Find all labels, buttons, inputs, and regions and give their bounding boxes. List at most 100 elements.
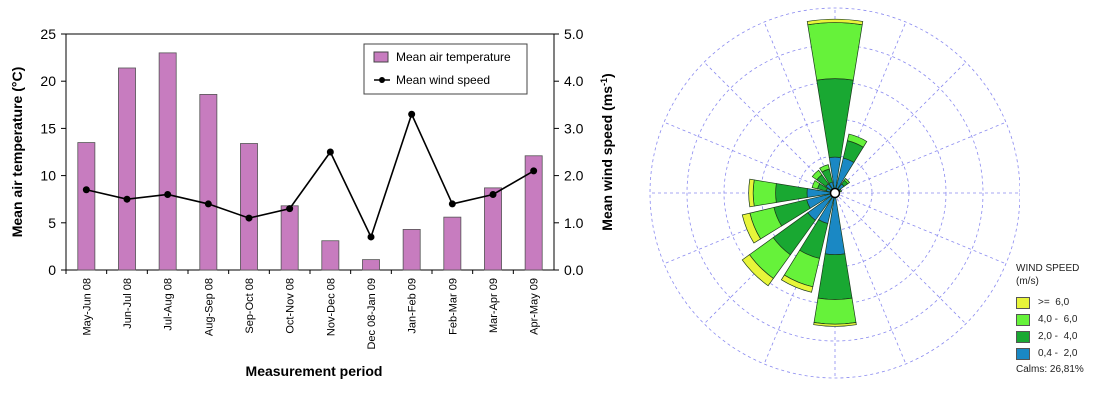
right-tick-label: 4.0: [564, 73, 584, 89]
y2-title-close: ): [599, 73, 615, 78]
temperature-bar: [77, 142, 96, 271]
wind-rose-segment: [748, 178, 755, 208]
wind-rose-segment: [807, 22, 863, 81]
left-tick-label: 20: [40, 73, 56, 89]
x-axis-ticks: May-Jun 08 Jun-Jul 08 Jul-Aug 08 Aug-Sep 08…: [65, 270, 541, 350]
x-tick-label: May-Jun 08: [81, 278, 93, 335]
temperature-bar: [240, 143, 258, 271]
right-tick-label: 2.0: [564, 168, 584, 184]
wind-legend-units: (m/s): [1016, 276, 1039, 287]
wind-rose-segment: [741, 212, 762, 244]
wind-legend-row: 2,0 - 4,0: [1016, 328, 1084, 345]
wind-speed-point: [164, 190, 172, 198]
wind-rose-segment: [775, 183, 808, 203]
right-tick-label: 0.0: [564, 262, 584, 278]
wind-legend-calms: Calms: 26,81%: [1016, 364, 1084, 375]
y-axis-title-left: Mean air temperature (°C): [9, 67, 25, 238]
wind-rose-spoke: [834, 192, 1007, 265]
x-axis-title: Measurement period: [246, 363, 383, 379]
temperature-bar: [280, 205, 299, 271]
wind-speed-point: [530, 167, 538, 175]
temperature-bar: [524, 155, 543, 271]
right-tick-label: 3.0: [564, 120, 584, 136]
wind-legend-row: >= 6,0: [1016, 294, 1084, 311]
chart-legend: Mean air temperature Mean wind speed: [363, 43, 528, 95]
temperature-bars: [77, 52, 543, 271]
right-tick-label: 5.0: [564, 26, 584, 42]
wind-legend-label: 0,4 - 2,0: [1038, 348, 1078, 359]
wind-rose-spoke: [834, 61, 967, 194]
x-tick-label: Jan-Feb 09: [407, 278, 419, 334]
right-axis-ticks: 0.0 1.0 2.0 3.0 4.0 5.0: [554, 26, 584, 278]
wind-legend-label: >= 6,0: [1038, 297, 1070, 308]
wind-rose-segment: [813, 297, 857, 325]
left-tick-label: 15: [40, 120, 56, 136]
wind-rose-spoke: [663, 121, 836, 194]
x-tick-label: Jun-Jul 08: [122, 278, 134, 329]
x-tick-label: Jul-Aug 08: [163, 278, 175, 331]
left-tick-label: 5: [48, 215, 56, 231]
x-tick-label: Feb-Mar 09: [447, 278, 459, 335]
temperature-bar: [118, 67, 136, 271]
x-tick-label: Aug-Sep 08: [203, 278, 215, 336]
left-axis-ticks: 0 5 10 15 20 25: [40, 26, 66, 278]
left-tick-label: 10: [40, 168, 56, 184]
legend-swatch-temperature: [373, 51, 389, 63]
wind-rose-segment: [752, 179, 777, 207]
wind-legend-swatch: [1016, 313, 1030, 326]
right-tick-label: 1.0: [564, 215, 584, 231]
wind-legend-row: 4,0 - 6,0: [1016, 311, 1084, 328]
wind-speed-point: [245, 214, 253, 222]
wind-speed-line: [82, 110, 538, 241]
temperature-bar: [402, 229, 421, 271]
temperature-bar: [199, 94, 218, 271]
wind-speed-point: [489, 190, 497, 198]
wind-legend-swatch: [1016, 347, 1030, 360]
wind-rose-segment: [811, 169, 823, 181]
legend-marker-wind: [379, 77, 385, 83]
wind-rose-segment: [813, 322, 857, 327]
x-tick-label: Mar-Apr 09: [488, 278, 500, 333]
temperature-bar: [158, 52, 177, 271]
wind-rose-segment: [817, 253, 853, 300]
wind-rose-spoke: [763, 21, 836, 194]
wind-speed-point: [286, 205, 294, 213]
wind-speed-point: [367, 233, 375, 241]
wind-rose-chart: [649, 7, 1020, 379]
wind-rose-segment: [780, 274, 814, 293]
wind-rose-center: [829, 187, 841, 199]
wind-speed-point: [448, 200, 456, 208]
y2-title-sup: -1: [599, 78, 609, 86]
y2-title-text: Mean wind speed (ms: [599, 86, 615, 231]
wind-rose-spoke: [703, 61, 836, 194]
wind-legend-label: 4,0 - 6,0: [1038, 314, 1078, 325]
y-axis-title-right: Mean wind speed (ms-1): [599, 73, 615, 230]
legend-label-temperature: Mean air temperature: [396, 50, 511, 64]
wind-rose-legend: WIND SPEED (m/s) >= 6,0 4,0 - 6,0 2,0 - …: [1016, 262, 1084, 375]
x-tick-label: Oct-Nov 08: [285, 278, 297, 334]
temperature-bar: [321, 240, 340, 271]
wind-speed-point: [123, 195, 131, 203]
wind-rose-segment: [839, 188, 842, 193]
wind-rose-segment: [811, 180, 821, 190]
wind-rose-segment: [806, 18, 864, 26]
legend-label-wind: Mean wind speed: [396, 73, 490, 87]
wind-legend-title: WIND SPEED: [1016, 263, 1080, 274]
x-tick-label: Apr-May 09: [529, 278, 541, 335]
temperature-bar: [362, 259, 380, 271]
x-tick-label: Sep-Oct 08: [244, 278, 256, 334]
temperature-bar: [484, 187, 502, 271]
left-tick-label: 0: [48, 262, 56, 278]
wind-rose-segment: [843, 177, 851, 185]
wind-rose-petals: [741, 18, 868, 327]
wind-legend-swatch: [1016, 330, 1030, 343]
wind-legend-label: 2,0 - 4,0: [1038, 331, 1078, 342]
wind-rose-segment: [819, 164, 830, 173]
wind-rose-segment: [741, 254, 774, 287]
wind-speed-point: [326, 148, 334, 156]
wind-legend-row: 0,4 - 2,0: [1016, 345, 1084, 362]
wind-rose-segment: [846, 133, 868, 148]
wind-speed-point: [204, 200, 212, 208]
x-tick-label: Nov-Dec 08: [325, 278, 337, 336]
wind-rose-spoke: [834, 192, 967, 325]
